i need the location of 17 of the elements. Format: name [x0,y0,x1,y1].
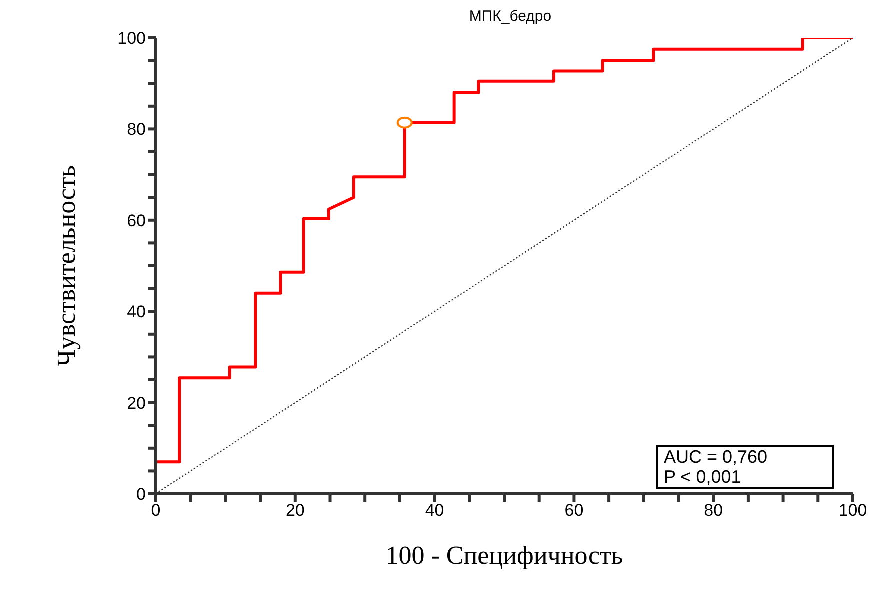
x-tick-label: 0 [151,501,161,520]
y-tick-label: 20 [127,394,146,413]
x-tick-label: 100 [838,501,868,520]
x-tick-label: 20 [286,501,305,520]
y-tick-label: 80 [127,120,146,140]
y-tick-label: 0 [136,485,146,504]
y-axis-title: Чувствительность [52,165,82,367]
chart-title: МПК_бедро [468,8,553,25]
annotation: P < 0,001 [664,467,742,487]
x-tick-label: 80 [704,501,724,520]
x-axis-title: 100 - Специфичность [386,541,624,570]
x-tick-label: 40 [425,501,444,520]
y-tick-label: 100 [118,29,146,48]
x-tick-label: 60 [564,501,584,520]
y-tick-label: 40 [127,302,146,322]
y-tick-label: 60 [127,211,146,230]
annotation: AUC = 0,760 [664,447,769,467]
